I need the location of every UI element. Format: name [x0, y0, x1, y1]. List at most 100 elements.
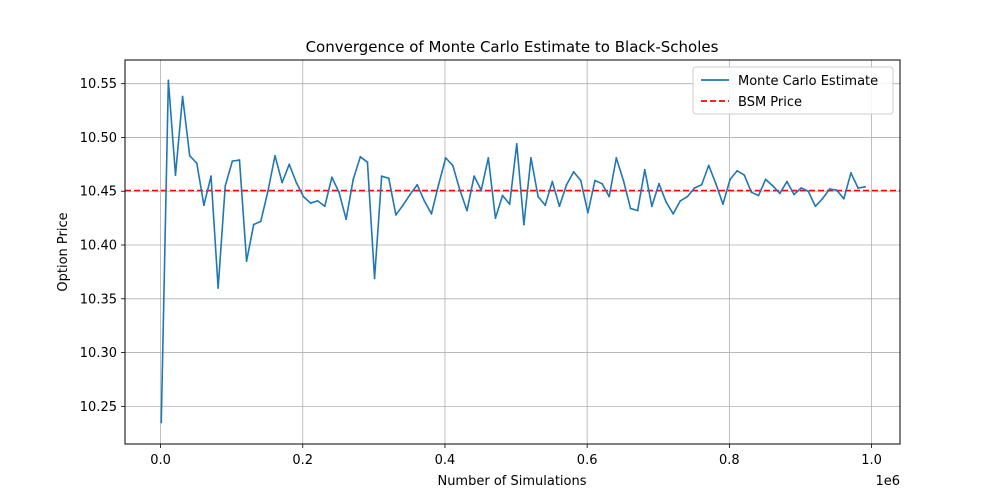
monte-carlo-point [494, 217, 497, 220]
monte-carlo-point [217, 287, 220, 289]
monte-carlo-point [565, 183, 568, 186]
monte-carlo-point [558, 205, 561, 208]
monte-carlo-point [530, 156, 532, 159]
monte-carlo-point [245, 260, 248, 263]
monte-carlo-point [231, 160, 234, 163]
monte-carlo-point [224, 184, 227, 187]
monte-carlo-point [316, 200, 319, 202]
monte-carlo-point [444, 156, 447, 159]
monte-carlo-point [707, 164, 710, 167]
x-tick-label: 0.6 [577, 453, 598, 468]
monte-carlo-point [252, 223, 255, 226]
monte-carlo-point [850, 172, 852, 174]
monte-carlo-point [643, 168, 646, 171]
monte-carlo-point [210, 175, 212, 178]
y-tick-label: 10.25 [80, 400, 117, 415]
monte-carlo-point [658, 182, 660, 185]
monte-carlo-point [167, 79, 170, 82]
monte-carlo-point [764, 178, 767, 181]
monte-carlo-point [522, 223, 525, 226]
x-tick-label: 0.2 [292, 453, 313, 468]
y-tick-label: 10.55 [80, 77, 117, 92]
monte-carlo-point [160, 421, 163, 424]
monte-carlo-point [722, 203, 724, 206]
monte-carlo-point [473, 175, 476, 178]
monte-carlo-point [267, 190, 269, 193]
monte-carlo-point [579, 179, 582, 182]
monte-carlo-point [821, 197, 824, 200]
monte-carlo-point [679, 200, 682, 202]
monte-carlo-point [864, 186, 867, 188]
monte-carlo-point [203, 204, 205, 207]
monte-carlo-point [778, 192, 781, 195]
monte-carlo-point [480, 189, 483, 192]
monte-carlo-point [842, 197, 845, 200]
monte-carlo-point [729, 178, 731, 181]
monte-carlo-point [544, 204, 547, 207]
monte-carlo-point [714, 182, 717, 185]
x-axis-offset-label: 1e6 [875, 474, 900, 489]
monte-carlo-point [409, 193, 412, 196]
monte-carlo-point [537, 195, 539, 198]
monte-carlo-point [551, 180, 554, 183]
monte-carlo-point [501, 194, 504, 197]
legend-label: Monte Carlo Estimate [738, 74, 878, 89]
monte-carlo-point [352, 178, 355, 181]
monte-carlo-point [650, 205, 653, 208]
monte-carlo-point [572, 170, 575, 173]
monte-carlo-point [402, 204, 404, 207]
monte-carlo-point [601, 182, 603, 185]
monte-carlo-point [274, 154, 276, 157]
monte-carlo-point [594, 179, 596, 182]
monte-carlo-point [259, 220, 262, 223]
monte-carlo-point [857, 187, 859, 189]
legend-label: BSM Price [738, 95, 802, 110]
monte-carlo-point [238, 159, 241, 161]
legend: Monte Carlo Estimate BSM Price [692, 66, 894, 115]
monte-carlo-point [281, 181, 284, 184]
x-tick-label: 1.0 [861, 453, 882, 468]
monte-carlo-point [736, 169, 739, 172]
monte-carlo-point [800, 187, 803, 189]
chart-title: Convergence of Monte Carlo Estimate to B… [306, 38, 719, 56]
monte-carlo-point [665, 201, 667, 203]
monte-carlo-point [380, 175, 383, 178]
y-tick-label: 10.45 [80, 185, 117, 200]
monte-carlo-point [309, 202, 312, 204]
monte-carlo-point [771, 184, 774, 187]
monte-carlo-point [188, 154, 191, 157]
monte-carlo-point [807, 190, 810, 193]
x-axis-ticks: 0.0 0.2 0.4 0.6 0.8 1.0 [150, 444, 882, 468]
monte-carlo-point [786, 180, 788, 183]
monte-carlo-point [743, 174, 746, 176]
monte-carlo-point [174, 174, 177, 176]
monte-carlo-point [757, 194, 760, 197]
x-tick-label: 0.4 [435, 453, 456, 468]
monte-carlo-point [338, 191, 340, 194]
monte-carlo-point [373, 277, 376, 280]
monte-carlo-point [515, 142, 518, 145]
monte-carlo-point [487, 156, 490, 159]
monte-carlo-point [814, 205, 817, 208]
monte-carlo-point [359, 155, 362, 158]
monte-carlo-point [394, 213, 397, 216]
monte-carlo-line [160, 79, 866, 423]
monte-carlo-point [416, 183, 419, 186]
monte-carlo-point [828, 188, 831, 190]
monte-carlo-point [195, 162, 198, 165]
monte-carlo-point [430, 212, 433, 215]
monte-carlo-point [288, 163, 291, 166]
y-tick-label: 10.50 [80, 131, 117, 146]
legend-box [692, 66, 894, 115]
y-axis-label: Option Price [56, 212, 71, 291]
y-tick-label: 10.40 [80, 239, 117, 254]
monte-carlo-point [693, 187, 696, 189]
monte-carlo-point [622, 179, 625, 182]
monte-carlo-point [835, 189, 838, 192]
y-axis-ticks: 10.25 10.30 10.35 10.40 10.45 10.50 10.55 [80, 77, 125, 415]
monte-carlo-point [586, 211, 589, 214]
monte-carlo-point [345, 218, 348, 221]
monte-carlo-point [423, 200, 426, 202]
monte-carlo-point [672, 212, 675, 215]
